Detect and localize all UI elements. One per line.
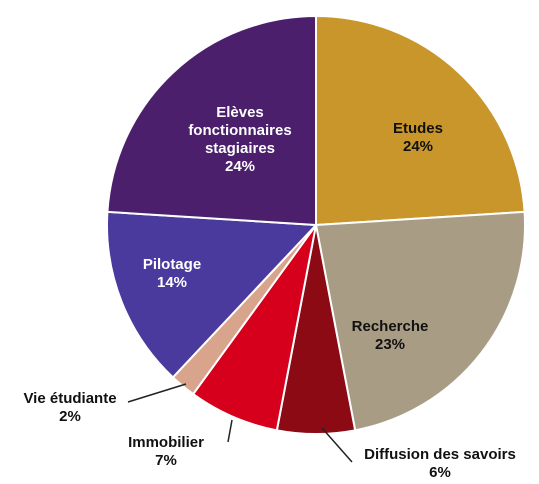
value-label: 7% [155, 452, 177, 469]
pie-slice [106, 14, 317, 227]
leader-line [227, 419, 233, 443]
leader-line [321, 427, 353, 463]
value-label: 14% [156, 274, 188, 291]
value-label: 2% [59, 408, 81, 425]
category-name: Etudes [392, 120, 443, 137]
slice-label: Recherche 23% [330, 318, 450, 354]
pie-slice [315, 14, 526, 227]
slice-label: Pilotage 14% [112, 256, 232, 292]
category-name: Vie étudiante [23, 390, 117, 407]
pie-slice [314, 210, 526, 432]
category-name: Pilotage [142, 256, 202, 273]
category-name: Recherche [351, 318, 429, 335]
category-name: Diffusion des savoirs [364, 446, 516, 463]
slice-label: Elèves fonctionnaires stagiaires 24% [165, 104, 315, 176]
pie-slice [106, 210, 319, 379]
slice-label: Immobilier 7% [106, 434, 226, 470]
category-name: Immobilier [128, 434, 204, 451]
slice-label: Etudes 24% [358, 120, 478, 156]
value-label: 24% [224, 158, 256, 175]
value-label: 23% [374, 336, 406, 353]
slice-label: Vie étudiante 2% [5, 390, 135, 426]
value-label: 6% [429, 464, 451, 481]
value-label: 24% [402, 138, 434, 155]
category-name: Elèves fonctionnaires stagiaires [188, 104, 292, 157]
slice-label: Diffusion des savoirs 6% [340, 446, 539, 482]
leader-line [127, 383, 187, 403]
